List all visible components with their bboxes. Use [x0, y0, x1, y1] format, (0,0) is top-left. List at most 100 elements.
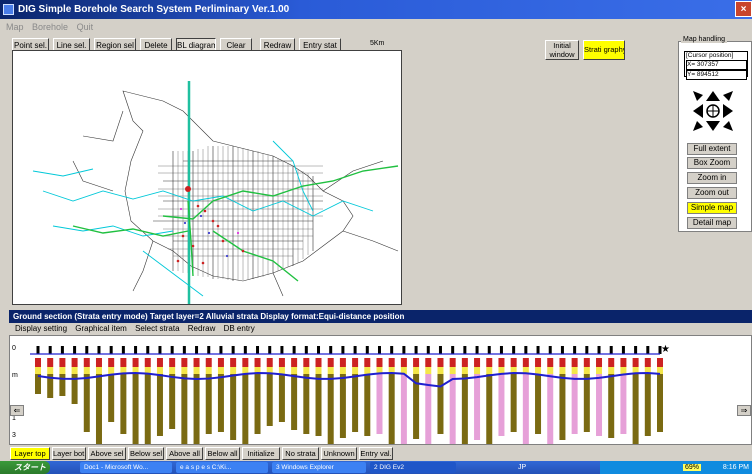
strata-sand-layer — [364, 367, 371, 374]
strata-top-layer — [498, 358, 505, 367]
detail-map-button[interactable]: Detail map — [687, 217, 737, 229]
strata-sand-layer — [596, 367, 603, 374]
strata-top-layer — [327, 358, 334, 367]
strata-column — [547, 374, 554, 444]
taskbar-item-easpes[interactable]: e a s p e s C:\Ki... — [176, 462, 268, 473]
strata-top-layer — [266, 358, 273, 367]
pan-control[interactable] — [693, 91, 733, 131]
strata-sand-layer — [193, 367, 200, 374]
strata-column — [461, 374, 468, 444]
strata-top-layer — [254, 358, 261, 367]
menu-display-setting[interactable]: Display setting — [15, 324, 68, 333]
start-button[interactable]: スタート — [0, 461, 50, 474]
map-canvas[interactable] — [12, 50, 402, 305]
strata-sand-layer — [266, 367, 273, 374]
full-extent-button[interactable]: Full extent — [687, 143, 737, 155]
strata-column — [339, 374, 346, 438]
unknown-button[interactable]: Unknown — [321, 447, 357, 460]
strata-sand-layer — [522, 367, 529, 374]
borehole-label-mark — [426, 346, 430, 354]
strata-column — [327, 374, 334, 444]
pan-left-icon — [693, 104, 703, 118]
menubar: Map Borehole Quit — [0, 19, 752, 35]
borehole-label-mark — [646, 346, 650, 354]
scroll-right-button[interactable]: ⇒ — [737, 405, 751, 416]
borehole-label-mark — [97, 346, 101, 354]
below-all-button[interactable]: Below all — [205, 447, 240, 460]
strata-sand-layer — [132, 367, 139, 374]
strata-top-layer — [486, 358, 493, 367]
layer-top-button[interactable]: Layer top — [10, 447, 50, 460]
strata-sand-layer — [35, 367, 41, 374]
strata-column — [95, 374, 102, 444]
strata-top-layer — [425, 358, 432, 367]
app-icon — [3, 4, 14, 15]
entry-val-button[interactable]: Entry val. — [359, 447, 393, 460]
menu-borehole[interactable]: Borehole — [32, 22, 69, 32]
strata-column — [266, 374, 273, 426]
borehole-section-diagram: ★ — [30, 344, 670, 444]
strata-column — [120, 374, 127, 434]
strata-column — [291, 374, 298, 430]
strata-sand-layer — [205, 367, 212, 374]
strata-sand-layer — [425, 367, 432, 374]
menu-quit[interactable]: Quit — [76, 22, 94, 32]
box-zoom-button[interactable]: Box Zoom — [687, 157, 737, 169]
strata-column — [108, 374, 115, 422]
strata-column — [254, 374, 261, 434]
strata-column — [498, 374, 505, 436]
layer-bot-button[interactable]: Layer bot. — [52, 447, 86, 460]
strata-column — [132, 374, 139, 444]
strata-sand-layer — [486, 367, 493, 374]
zoom-in-button[interactable]: Zoom in — [687, 172, 737, 184]
strata-sand-layer — [547, 367, 554, 374]
scroll-left-button[interactable]: ⇐ — [10, 405, 24, 416]
taskbar-item-dig[interactable]: 2 DIG Ev2 — [370, 462, 456, 473]
strata-sand-layer — [108, 367, 115, 374]
menu-redraw[interactable]: Redraw — [187, 324, 216, 333]
strata-sand-layer — [315, 367, 322, 374]
strata-column — [59, 374, 66, 396]
above-sel-button[interactable]: Above sel — [88, 447, 126, 460]
close-button[interactable]: × — [735, 1, 752, 17]
section-menu: Display setting Graphical item Select st… — [9, 323, 752, 335]
pan-down-left-icon — [693, 121, 703, 131]
menu-db-entry[interactable]: DB entry — [223, 324, 255, 333]
section-title: Ground section (Strata entry mode) Targe… — [9, 310, 752, 323]
strati-graphy-button[interactable]: Strati graphy — [583, 40, 625, 60]
strata-sand-layer — [83, 367, 90, 374]
no-strata-button[interactable]: No strata — [282, 447, 319, 460]
strata-top-layer — [376, 358, 383, 367]
cursor-y-value: Y= 894512 — [686, 70, 747, 80]
strata-sand-layer — [95, 367, 102, 374]
menu-map[interactable]: Map — [6, 22, 24, 32]
language-indicator[interactable]: JP — [518, 464, 527, 471]
cursor-position-box: [Cursor position] X= 307357 Y= 894512 — [684, 51, 748, 80]
zoom-out-button[interactable]: Zoom out — [687, 187, 737, 199]
strata-column — [583, 374, 590, 432]
cursor-position-label: [Cursor position] — [686, 52, 734, 59]
star-marker: ★ — [661, 344, 670, 355]
strata-top-layer — [596, 358, 603, 367]
menu-select-strata[interactable]: Select strata — [135, 324, 180, 333]
taskbar-item-explorer[interactable]: 3 Windows Explorer — [272, 462, 366, 473]
line-sel-button[interactable]: Line sel. — [53, 38, 90, 53]
above-all-button[interactable]: Above all — [166, 447, 203, 460]
strata-sand-layer — [339, 367, 346, 374]
below-sel-button[interactable]: Below sel — [128, 447, 164, 460]
strata-top-layer — [522, 358, 529, 367]
strata-column — [193, 374, 200, 444]
strata-top-layer — [156, 358, 163, 367]
pan-down-right-icon — [723, 121, 733, 131]
initialize-button[interactable]: Initialize — [242, 447, 280, 460]
strata-top-layer — [657, 358, 663, 367]
menu-graphical-item[interactable]: Graphical item — [75, 324, 127, 333]
pan-up-left-icon — [693, 91, 703, 101]
taskbar-item-word[interactable]: Doc1 - Microsoft Wo... — [80, 462, 172, 473]
initial-window-button[interactable]: Initial window — [545, 40, 579, 60]
strata-top-layer — [388, 358, 395, 367]
borehole-label-mark — [621, 346, 625, 354]
simple-map-button[interactable]: Simple map — [687, 202, 737, 214]
borehole-label-mark — [365, 346, 369, 354]
section-canvas[interactable]: ★ — [9, 335, 752, 445]
